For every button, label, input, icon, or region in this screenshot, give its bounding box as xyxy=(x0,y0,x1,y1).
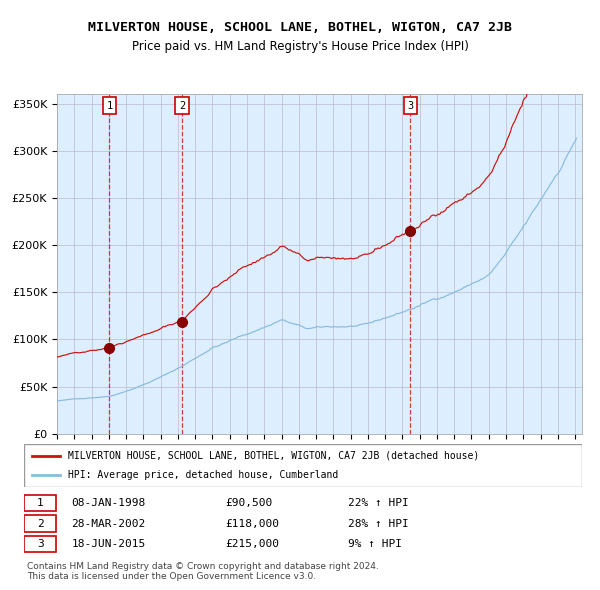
Text: 18-JUN-2015: 18-JUN-2015 xyxy=(71,539,146,549)
Text: MILVERTON HOUSE, SCHOOL LANE, BOTHEL, WIGTON, CA7 2JB: MILVERTON HOUSE, SCHOOL LANE, BOTHEL, WI… xyxy=(88,21,512,34)
FancyBboxPatch shape xyxy=(24,536,56,552)
Text: £215,000: £215,000 xyxy=(225,539,279,549)
Text: 9% ↑ HPI: 9% ↑ HPI xyxy=(347,539,401,549)
Text: £118,000: £118,000 xyxy=(225,519,279,529)
Text: 3: 3 xyxy=(37,539,44,549)
Text: 22% ↑ HPI: 22% ↑ HPI xyxy=(347,499,409,508)
Text: Contains HM Land Registry data © Crown copyright and database right 2024.
This d: Contains HM Land Registry data © Crown c… xyxy=(27,562,379,581)
Text: 2: 2 xyxy=(179,101,185,111)
Text: 28-MAR-2002: 28-MAR-2002 xyxy=(71,519,146,529)
Text: 08-JAN-1998: 08-JAN-1998 xyxy=(71,499,146,508)
Text: 3: 3 xyxy=(407,101,413,111)
Text: £90,500: £90,500 xyxy=(225,499,272,508)
Text: MILVERTON HOUSE, SCHOOL LANE, BOTHEL, WIGTON, CA7 2JB (detached house): MILVERTON HOUSE, SCHOOL LANE, BOTHEL, WI… xyxy=(68,451,479,461)
Text: 1: 1 xyxy=(106,101,113,111)
Text: 1: 1 xyxy=(37,499,44,508)
FancyBboxPatch shape xyxy=(24,516,56,532)
FancyBboxPatch shape xyxy=(24,444,582,487)
Text: Price paid vs. HM Land Registry's House Price Index (HPI): Price paid vs. HM Land Registry's House … xyxy=(131,40,469,53)
Text: HPI: Average price, detached house, Cumberland: HPI: Average price, detached house, Cumb… xyxy=(68,470,338,480)
Text: 2: 2 xyxy=(37,519,44,529)
Text: 28% ↑ HPI: 28% ↑ HPI xyxy=(347,519,409,529)
FancyBboxPatch shape xyxy=(24,495,56,512)
